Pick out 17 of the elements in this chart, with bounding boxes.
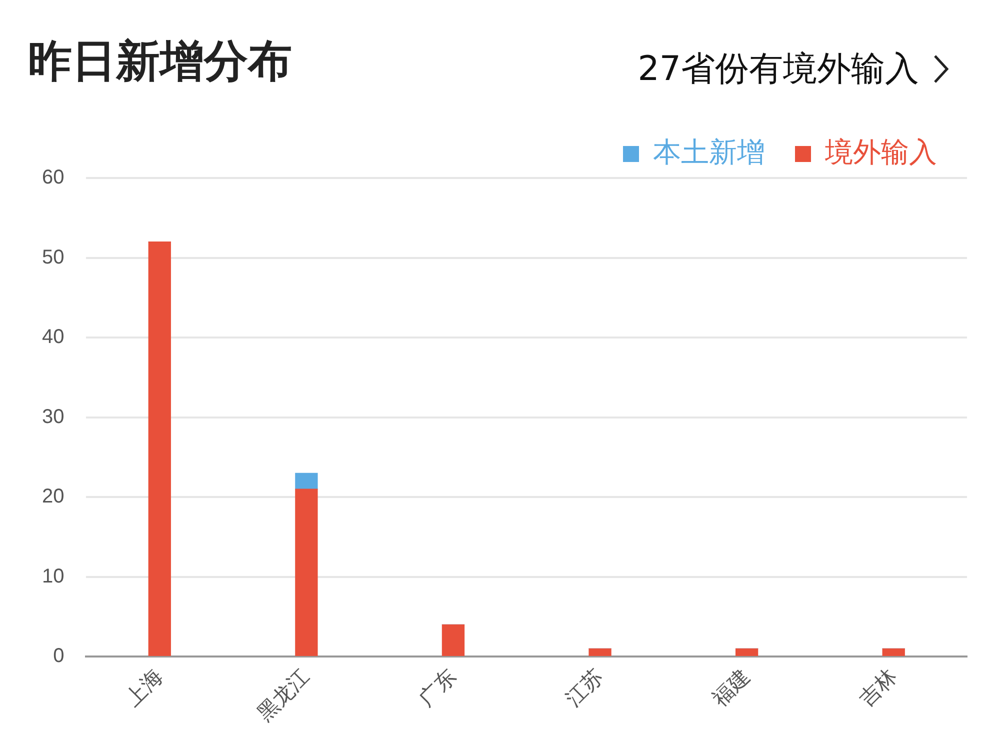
x-tick-label: 福建 <box>708 664 754 711</box>
chart-title: 昨日新增分布 <box>28 36 292 87</box>
y-tick-label: 20 <box>42 486 64 508</box>
y-tick-label: 10 <box>42 565 64 588</box>
x-tick-label: 广东 <box>414 664 461 711</box>
legend-label: 境外输入 <box>824 135 937 168</box>
y-tick-label: 50 <box>42 246 64 268</box>
legend-label: 本土新增 <box>653 135 765 168</box>
y-tick-label: 40 <box>42 326 64 348</box>
y-tick-label: 30 <box>42 406 64 428</box>
y-tick-label: 0 <box>53 645 64 668</box>
x-tick-label: 上海 <box>121 664 168 711</box>
x-tick-label: 黑龙江 <box>253 664 314 726</box>
y-tick-label: 60 <box>42 166 64 189</box>
x-tick-label: 吉林 <box>855 664 902 711</box>
text: 27省份有境外输入 <box>638 49 919 89</box>
x-tick-label: 江苏 <box>562 664 608 711</box>
